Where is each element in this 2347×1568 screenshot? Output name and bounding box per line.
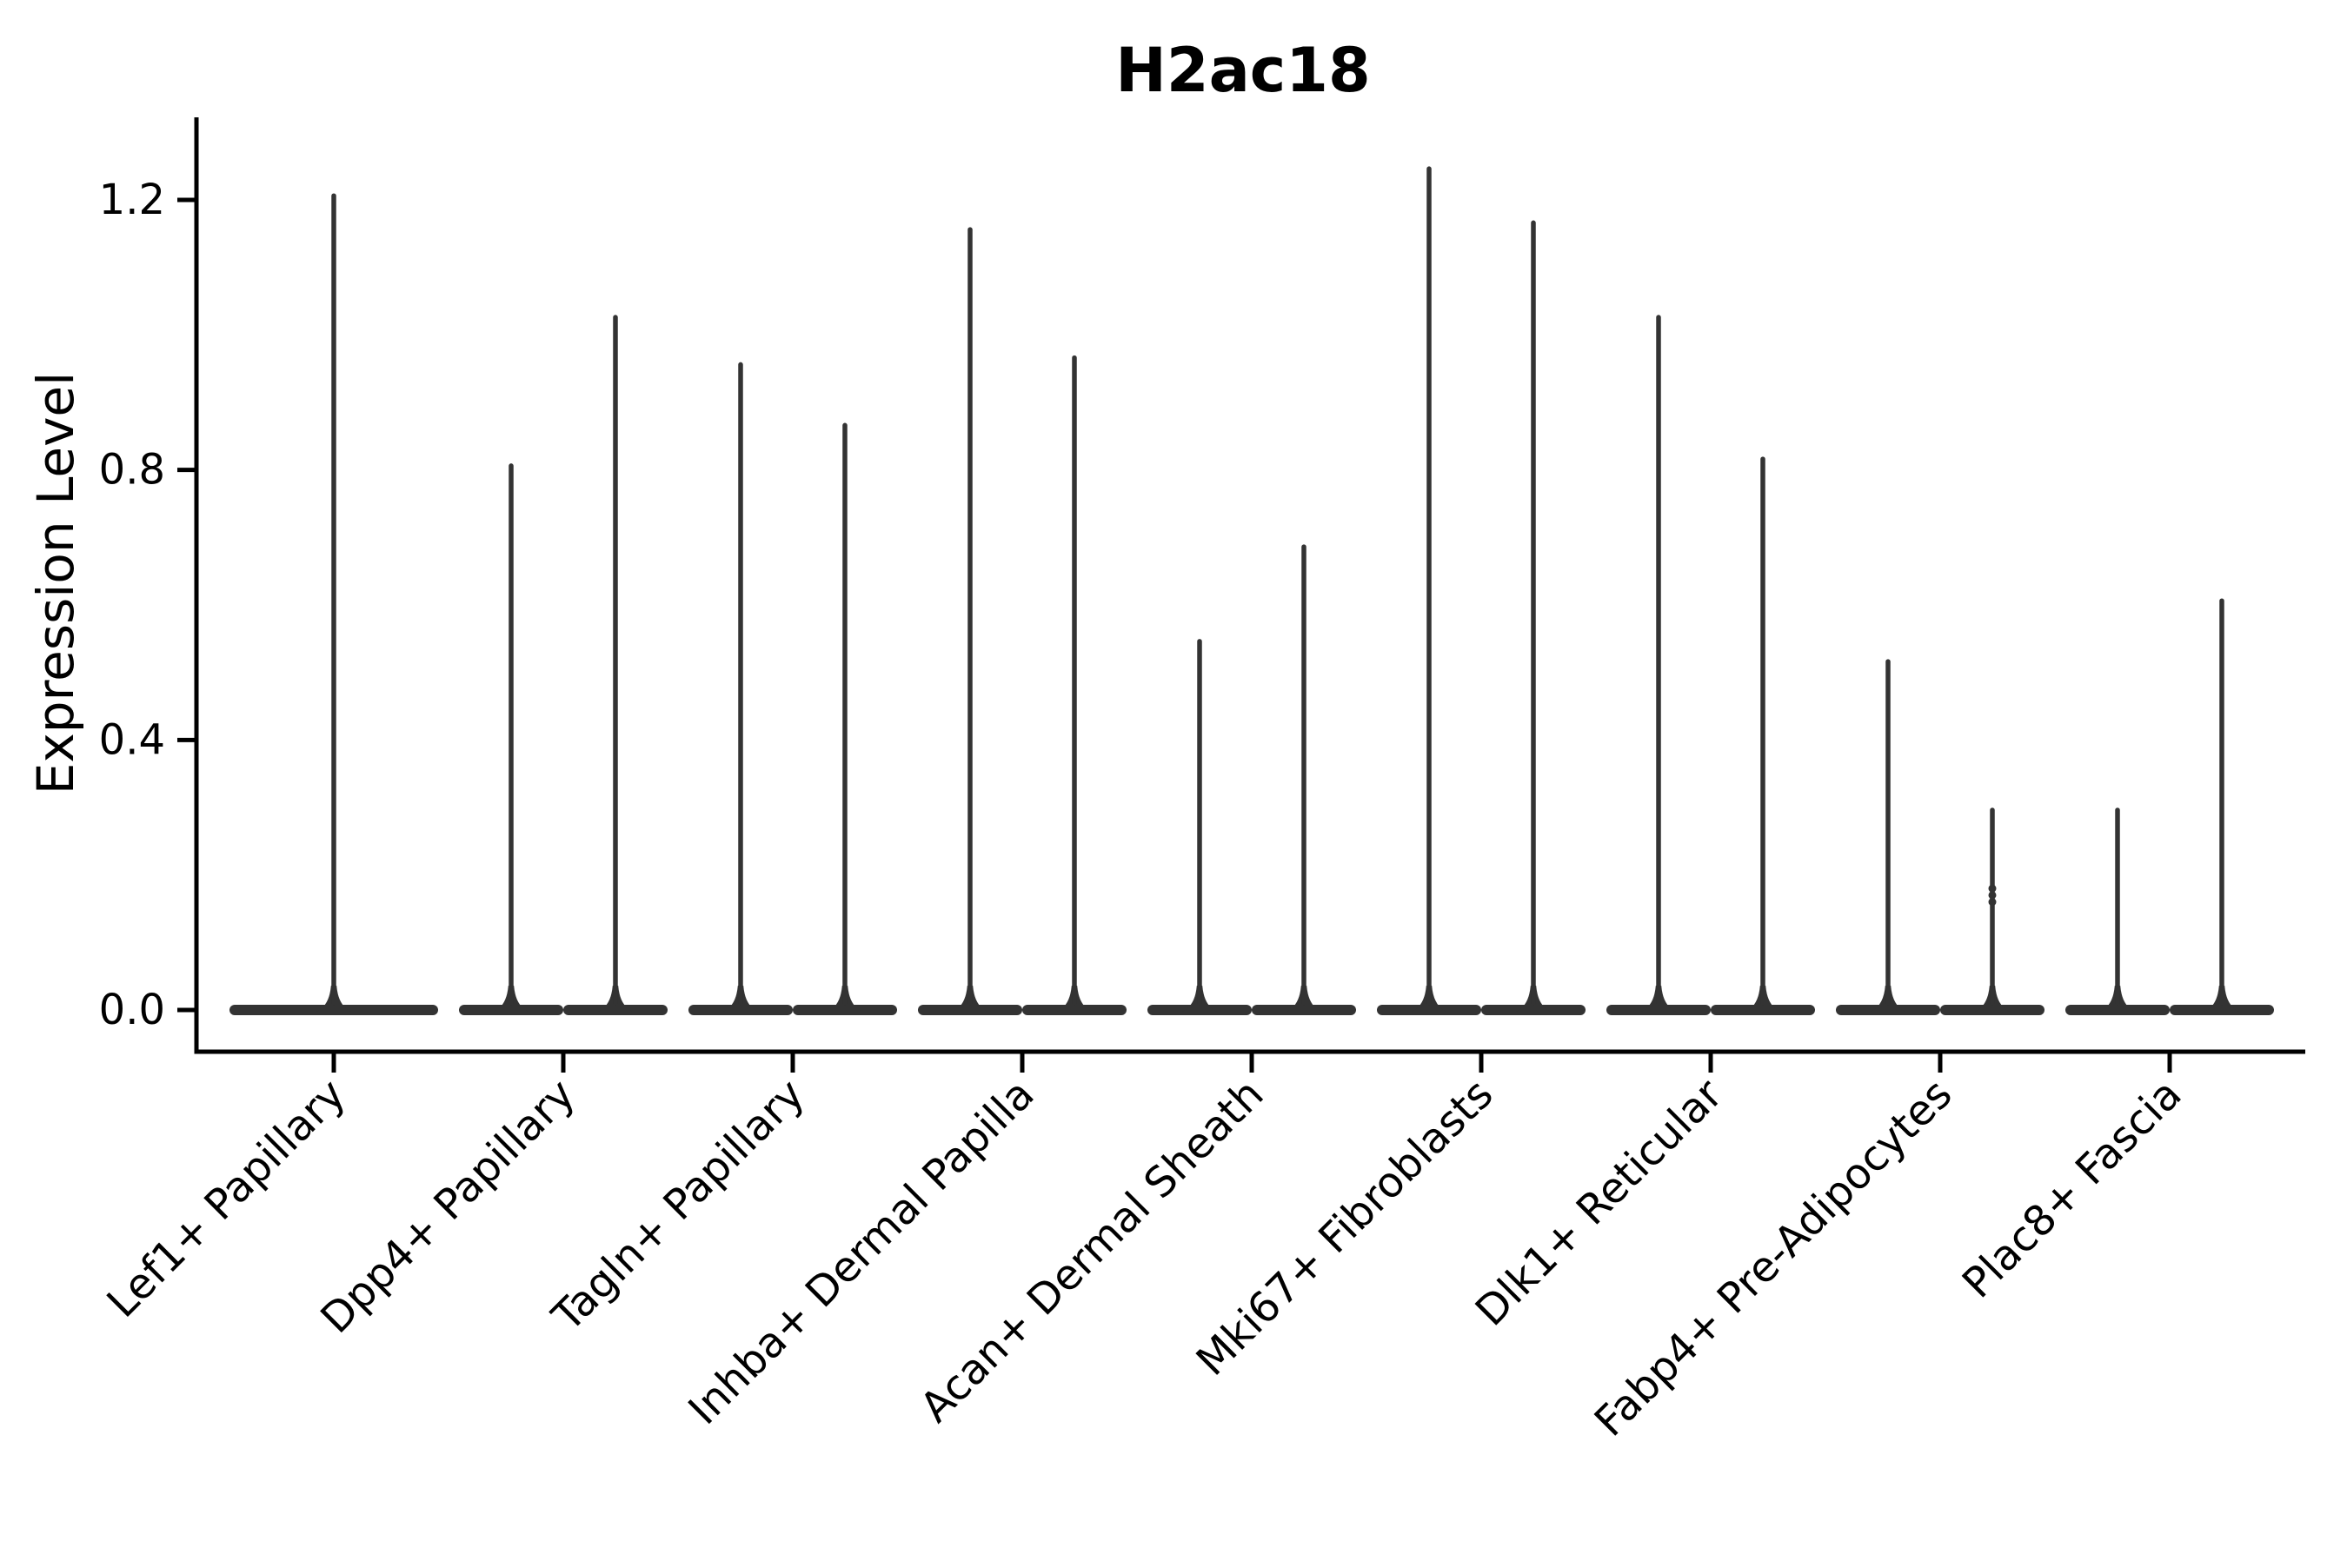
violin-knot	[1988, 891, 1997, 900]
violin	[229, 193, 438, 1015]
y-axis-title: Expression Level	[26, 372, 85, 794]
violin-knot	[1988, 898, 1997, 907]
y-axis-ticks: 0.0 0.4 0.8 1.2	[99, 176, 196, 1034]
violin	[1481, 220, 1586, 1015]
violin	[2170, 598, 2274, 1015]
violin	[1377, 166, 1481, 1015]
x-axis-label: Tagln+ Papillary	[542, 1070, 814, 1341]
x-axis-label: Plac8+ Fascia	[1953, 1070, 2191, 1308]
violin-series	[229, 166, 2274, 1015]
violin	[563, 315, 668, 1015]
chart-title: H2ac18	[1115, 35, 1370, 106]
x-axis-ticks	[331, 1053, 2172, 1073]
y-tick-label: 1.2	[99, 176, 165, 224]
violin	[1711, 456, 1815, 1015]
violin	[1252, 544, 1356, 1015]
x-axis-label: Dlk1+ Reticular	[1466, 1070, 1732, 1336]
violin	[1147, 639, 1252, 1015]
violin	[793, 422, 897, 1015]
violin	[459, 463, 563, 1015]
y-tick-label: 0.8	[99, 446, 165, 495]
y-tick-label: 0.4	[99, 715, 165, 764]
violin	[918, 227, 1022, 1015]
violin	[1836, 659, 1940, 1015]
violin	[688, 362, 793, 1015]
violin	[1022, 355, 1127, 1015]
y-tick-label: 0.0	[99, 986, 165, 1034]
x-axis-label: Lef1+ Papillary	[98, 1070, 356, 1327]
violin-knot	[1988, 884, 1997, 893]
violin	[2065, 807, 2170, 1015]
violin	[1940, 807, 2044, 1015]
violin	[1606, 315, 1711, 1015]
x-axis-label: Dpp4+ Papillary	[311, 1070, 584, 1343]
